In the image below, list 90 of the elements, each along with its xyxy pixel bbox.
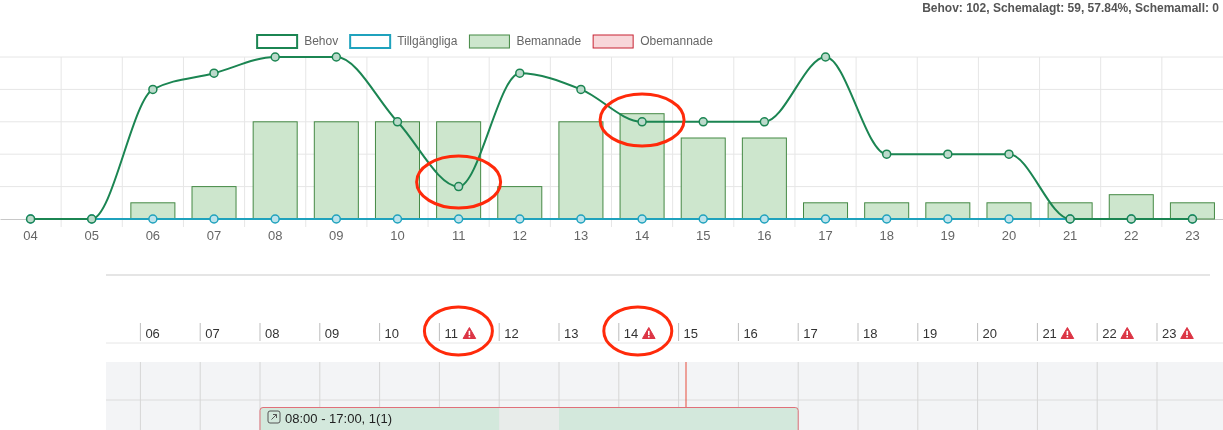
category-label: 12 <box>504 325 519 341</box>
legend-label: Bemannade <box>516 34 582 49</box>
point <box>820 214 831 224</box>
category-label: 09 <box>324 325 340 341</box>
category-label: 20 <box>982 325 998 341</box>
point <box>209 68 219 78</box>
point <box>943 149 953 159</box>
category-label: 06 <box>145 325 160 341</box>
point <box>453 214 464 224</box>
bar <box>1169 202 1215 220</box>
point <box>270 52 280 62</box>
x-tick-label: 04 <box>23 228 38 244</box>
category-label: 21 <box>1042 325 1057 341</box>
bar <box>558 121 604 220</box>
category-label: 13 <box>564 325 579 341</box>
bar <box>864 202 910 220</box>
point <box>759 214 770 224</box>
category-label: 22 <box>1102 325 1117 341</box>
bar <box>130 202 176 220</box>
bar <box>741 137 787 220</box>
x-tick-label: 19 <box>940 228 956 244</box>
bar <box>986 202 1032 220</box>
legend-label: Behov <box>304 34 339 49</box>
category-label: 16 <box>743 325 758 341</box>
point <box>1004 214 1014 224</box>
bar <box>191 186 237 220</box>
legend-label: Obemannade <box>640 34 714 49</box>
point <box>270 214 280 224</box>
x-tick-label: 06 <box>145 228 161 244</box>
x-tick-label: 22 <box>1124 228 1139 244</box>
x-tick-label: 09 <box>329 228 344 244</box>
point <box>943 214 953 224</box>
point <box>331 214 342 224</box>
category-label: 19 <box>922 325 938 341</box>
x-tick-label: 17 <box>818 228 833 244</box>
point <box>209 214 219 224</box>
x-tick-label: 21 <box>1062 228 1078 244</box>
point <box>881 149 892 159</box>
bar <box>680 137 726 220</box>
x-tick-label: 20 <box>1001 228 1017 244</box>
point <box>515 68 525 78</box>
x-tick-label: 11 <box>451 228 466 244</box>
x-tick-label: 16 <box>757 228 772 244</box>
bar <box>803 202 849 220</box>
bar <box>619 113 665 220</box>
point <box>1004 149 1014 159</box>
category-label: 17 <box>803 325 818 341</box>
category-label: 10 <box>384 325 400 341</box>
bar <box>1108 194 1154 220</box>
x-tick-label: 07 <box>206 228 222 244</box>
point <box>148 214 158 224</box>
point <box>331 52 342 62</box>
x-tick-label: 23 <box>1185 228 1200 244</box>
x-tick-label: 13 <box>573 228 589 244</box>
text: 08:00 - 17:00, 1(1) <box>285 410 392 426</box>
bar <box>313 121 359 220</box>
category-label: 07 <box>205 325 220 341</box>
bar <box>497 186 543 220</box>
x-tick-label: 15 <box>695 228 711 244</box>
bar <box>374 121 420 220</box>
category-label: 11 <box>444 325 458 341</box>
point <box>698 214 708 224</box>
point <box>515 214 525 224</box>
point <box>576 214 586 224</box>
point <box>637 117 647 127</box>
point <box>453 181 464 192</box>
x-tick-label: 10 <box>390 228 405 244</box>
category-label: 18 <box>863 325 878 341</box>
category-label: 08 <box>265 325 280 341</box>
category-label: 23 <box>1162 325 1177 341</box>
point <box>637 214 647 224</box>
point <box>392 214 403 224</box>
point <box>820 52 831 62</box>
point <box>881 214 892 224</box>
category-label: 14 <box>623 325 639 341</box>
legend-label: Tillgängliga <box>397 34 458 49</box>
text: Behov: 102, Schemalagt: 59, 57.84%, Schemamall: 0 <box>922 1 1220 15</box>
point <box>576 84 586 95</box>
point <box>759 117 770 127</box>
bar <box>925 202 971 220</box>
x-tick-label: 12 <box>512 228 528 244</box>
point <box>698 117 708 127</box>
category-label: 15 <box>683 325 699 341</box>
point <box>148 84 158 95</box>
x-tick-label: 18 <box>879 228 894 244</box>
bar <box>252 121 298 220</box>
x-tick-label: 05 <box>84 228 99 244</box>
x-tick-label: 08 <box>267 228 283 244</box>
x-tick-label: 14 <box>634 228 650 244</box>
point <box>392 117 403 127</box>
